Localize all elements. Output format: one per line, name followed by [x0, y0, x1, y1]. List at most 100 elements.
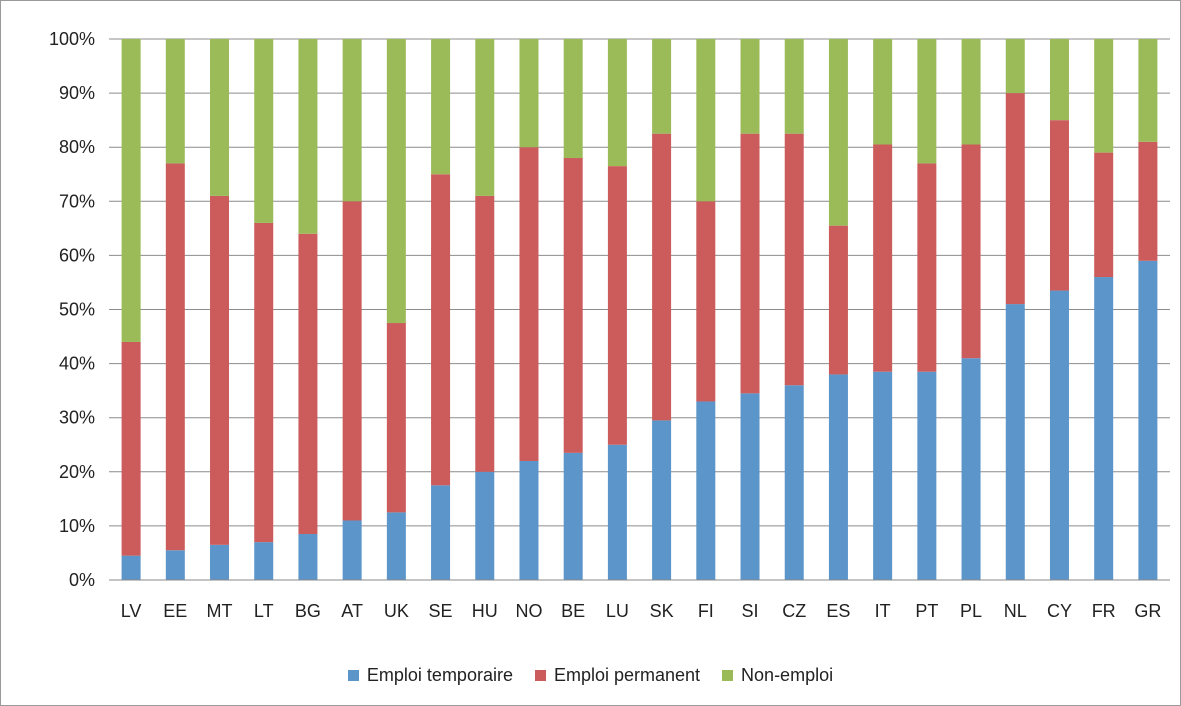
- bar-segment-temporaire: [1094, 277, 1114, 580]
- legend-label-non-emploi: Non-emploi: [741, 665, 834, 685]
- legend-swatch-temporaire: [347, 670, 359, 681]
- x-tick-label: HU: [472, 601, 498, 621]
- y-tick-label: 80%: [59, 137, 95, 157]
- bar-segment-permanent: [740, 133, 760, 394]
- bar-segment-non-emploi: [828, 39, 848, 226]
- bar-segment-permanent: [475, 195, 495, 472]
- bar-segment-temporaire: [519, 460, 539, 580]
- bar-segment-permanent: [1049, 120, 1069, 291]
- bar-segment-permanent: [828, 225, 848, 375]
- bar-segment-permanent: [961, 144, 981, 359]
- x-tick-label: LV: [121, 601, 142, 621]
- bar-segment-permanent: [210, 195, 230, 545]
- bar-segment-permanent: [121, 341, 141, 556]
- x-tick-label: CY: [1047, 601, 1072, 621]
- bar-segment-temporaire: [961, 358, 981, 580]
- bar-segment-non-emploi: [386, 39, 406, 324]
- bar-segment-permanent: [298, 233, 318, 535]
- bar-segment-non-emploi: [210, 39, 230, 196]
- bar-segment-temporaire: [121, 555, 141, 580]
- y-axis-ticks: 0% 10% 20% 30% 40% 50% 60% 70% 80% 90% 100%: [49, 29, 95, 590]
- x-tick-label: BE: [561, 601, 585, 621]
- legend-label-temporaire: Emploi temporaire: [366, 665, 513, 685]
- legend-swatch-non-emploi: [722, 670, 734, 681]
- bar-segment-temporaire: [873, 371, 893, 580]
- bar-segment-temporaire: [917, 371, 937, 580]
- bar-segment-non-emploi: [1138, 39, 1158, 142]
- bar-segment-permanent: [607, 166, 627, 445]
- bar-segment-non-emploi: [165, 39, 185, 164]
- legend-item-non-emploi: Non-emploi: [722, 665, 833, 686]
- bar-segment-permanent: [652, 133, 672, 421]
- y-tick-label: 70%: [59, 191, 95, 211]
- y-tick-label: 90%: [59, 83, 95, 103]
- bar-segment-non-emploi: [519, 39, 539, 148]
- stacked-bar-chart: 0% 10% 20% 30% 40% 50% 60% 70% 80% 90% 100% LV EE MT…: [49, 29, 1170, 621]
- y-tick-label: 30%: [59, 408, 95, 428]
- bar-segment-permanent: [165, 163, 185, 551]
- bar-segment-non-emploi: [917, 39, 937, 164]
- x-tick-label: FR: [1092, 601, 1116, 621]
- y-tick-label: 50%: [59, 300, 95, 320]
- gridlines: [109, 38, 1170, 527]
- bar-segment-temporaire: [607, 444, 627, 580]
- bar-segment-permanent: [342, 201, 362, 521]
- bar-segment-temporaire: [740, 393, 760, 580]
- bar-segment-temporaire: [475, 471, 495, 580]
- y-tick-label: 40%: [59, 354, 95, 374]
- bar-segment-temporaire: [696, 401, 716, 580]
- x-tick-label: NO: [515, 601, 542, 621]
- bar-segment-permanent: [696, 201, 716, 402]
- legend-item-temporaire: Emploi temporaire: [347, 665, 513, 686]
- x-tick-label: NL: [1004, 601, 1027, 621]
- y-tick-label: 100%: [49, 29, 95, 49]
- legend-label-permanent: Emploi permanent: [553, 665, 701, 685]
- x-tick-label: PT: [915, 601, 938, 621]
- bar-segment-non-emploi: [1005, 39, 1025, 94]
- bar-segment-temporaire: [342, 520, 362, 580]
- bar-segment-temporaire: [431, 485, 451, 580]
- bar-segment-temporaire: [652, 420, 672, 580]
- bars: [121, 39, 1158, 580]
- bar-segment-temporaire: [563, 452, 583, 580]
- x-tick-label: SI: [742, 601, 759, 621]
- x-axis-ticks: LV EE MT LT BG AT UK SE HU NO BE LU SK FI SI CZ ES IT PT PL…: [121, 601, 1162, 621]
- y-tick-label: 10%: [59, 516, 95, 536]
- bar-segment-non-emploi: [652, 39, 672, 134]
- bar-segment-temporaire: [298, 534, 318, 580]
- bar-segment-permanent: [519, 147, 539, 461]
- bar-segment-non-emploi: [873, 39, 893, 145]
- x-tick-label: SK: [650, 601, 674, 621]
- bar-segment-temporaire: [165, 550, 185, 580]
- legend-swatch-permanent: [534, 670, 546, 681]
- x-tick-label: SE: [429, 601, 453, 621]
- bar-segment-non-emploi: [431, 39, 451, 175]
- bar-segment-permanent: [1094, 152, 1114, 278]
- x-tick-label: MT: [207, 601, 233, 621]
- y-tick-label: 0%: [69, 570, 95, 590]
- bar-segment-non-emploi: [475, 39, 495, 196]
- bar-segment-permanent: [1005, 93, 1025, 305]
- bar-segment-non-emploi: [740, 39, 760, 134]
- legend: Emploi temporaire Emploi permanent Non-e…: [0, 665, 1181, 686]
- bar-segment-permanent: [431, 174, 451, 486]
- x-tick-label: FI: [698, 601, 714, 621]
- bar-segment-permanent: [386, 323, 406, 513]
- bar-segment-non-emploi: [254, 39, 274, 223]
- bar-segment-non-emploi: [696, 39, 716, 202]
- bar-segment-temporaire: [1138, 260, 1158, 580]
- x-tick-label: PL: [960, 601, 982, 621]
- bar-segment-non-emploi: [784, 39, 804, 134]
- x-tick-label: AT: [341, 601, 363, 621]
- legend-item-permanent: Emploi permanent: [534, 665, 701, 686]
- x-tick-label: BG: [295, 601, 321, 621]
- bar-segment-permanent: [563, 158, 583, 453]
- bar-segment-non-emploi: [1094, 39, 1114, 153]
- x-tick-label: UK: [384, 601, 409, 621]
- x-tick-label: CZ: [782, 601, 806, 621]
- bar-segment-permanent: [873, 144, 893, 372]
- bar-segment-temporaire: [1005, 304, 1025, 580]
- bar-segment-temporaire: [254, 542, 274, 580]
- x-tick-label: IT: [875, 601, 891, 621]
